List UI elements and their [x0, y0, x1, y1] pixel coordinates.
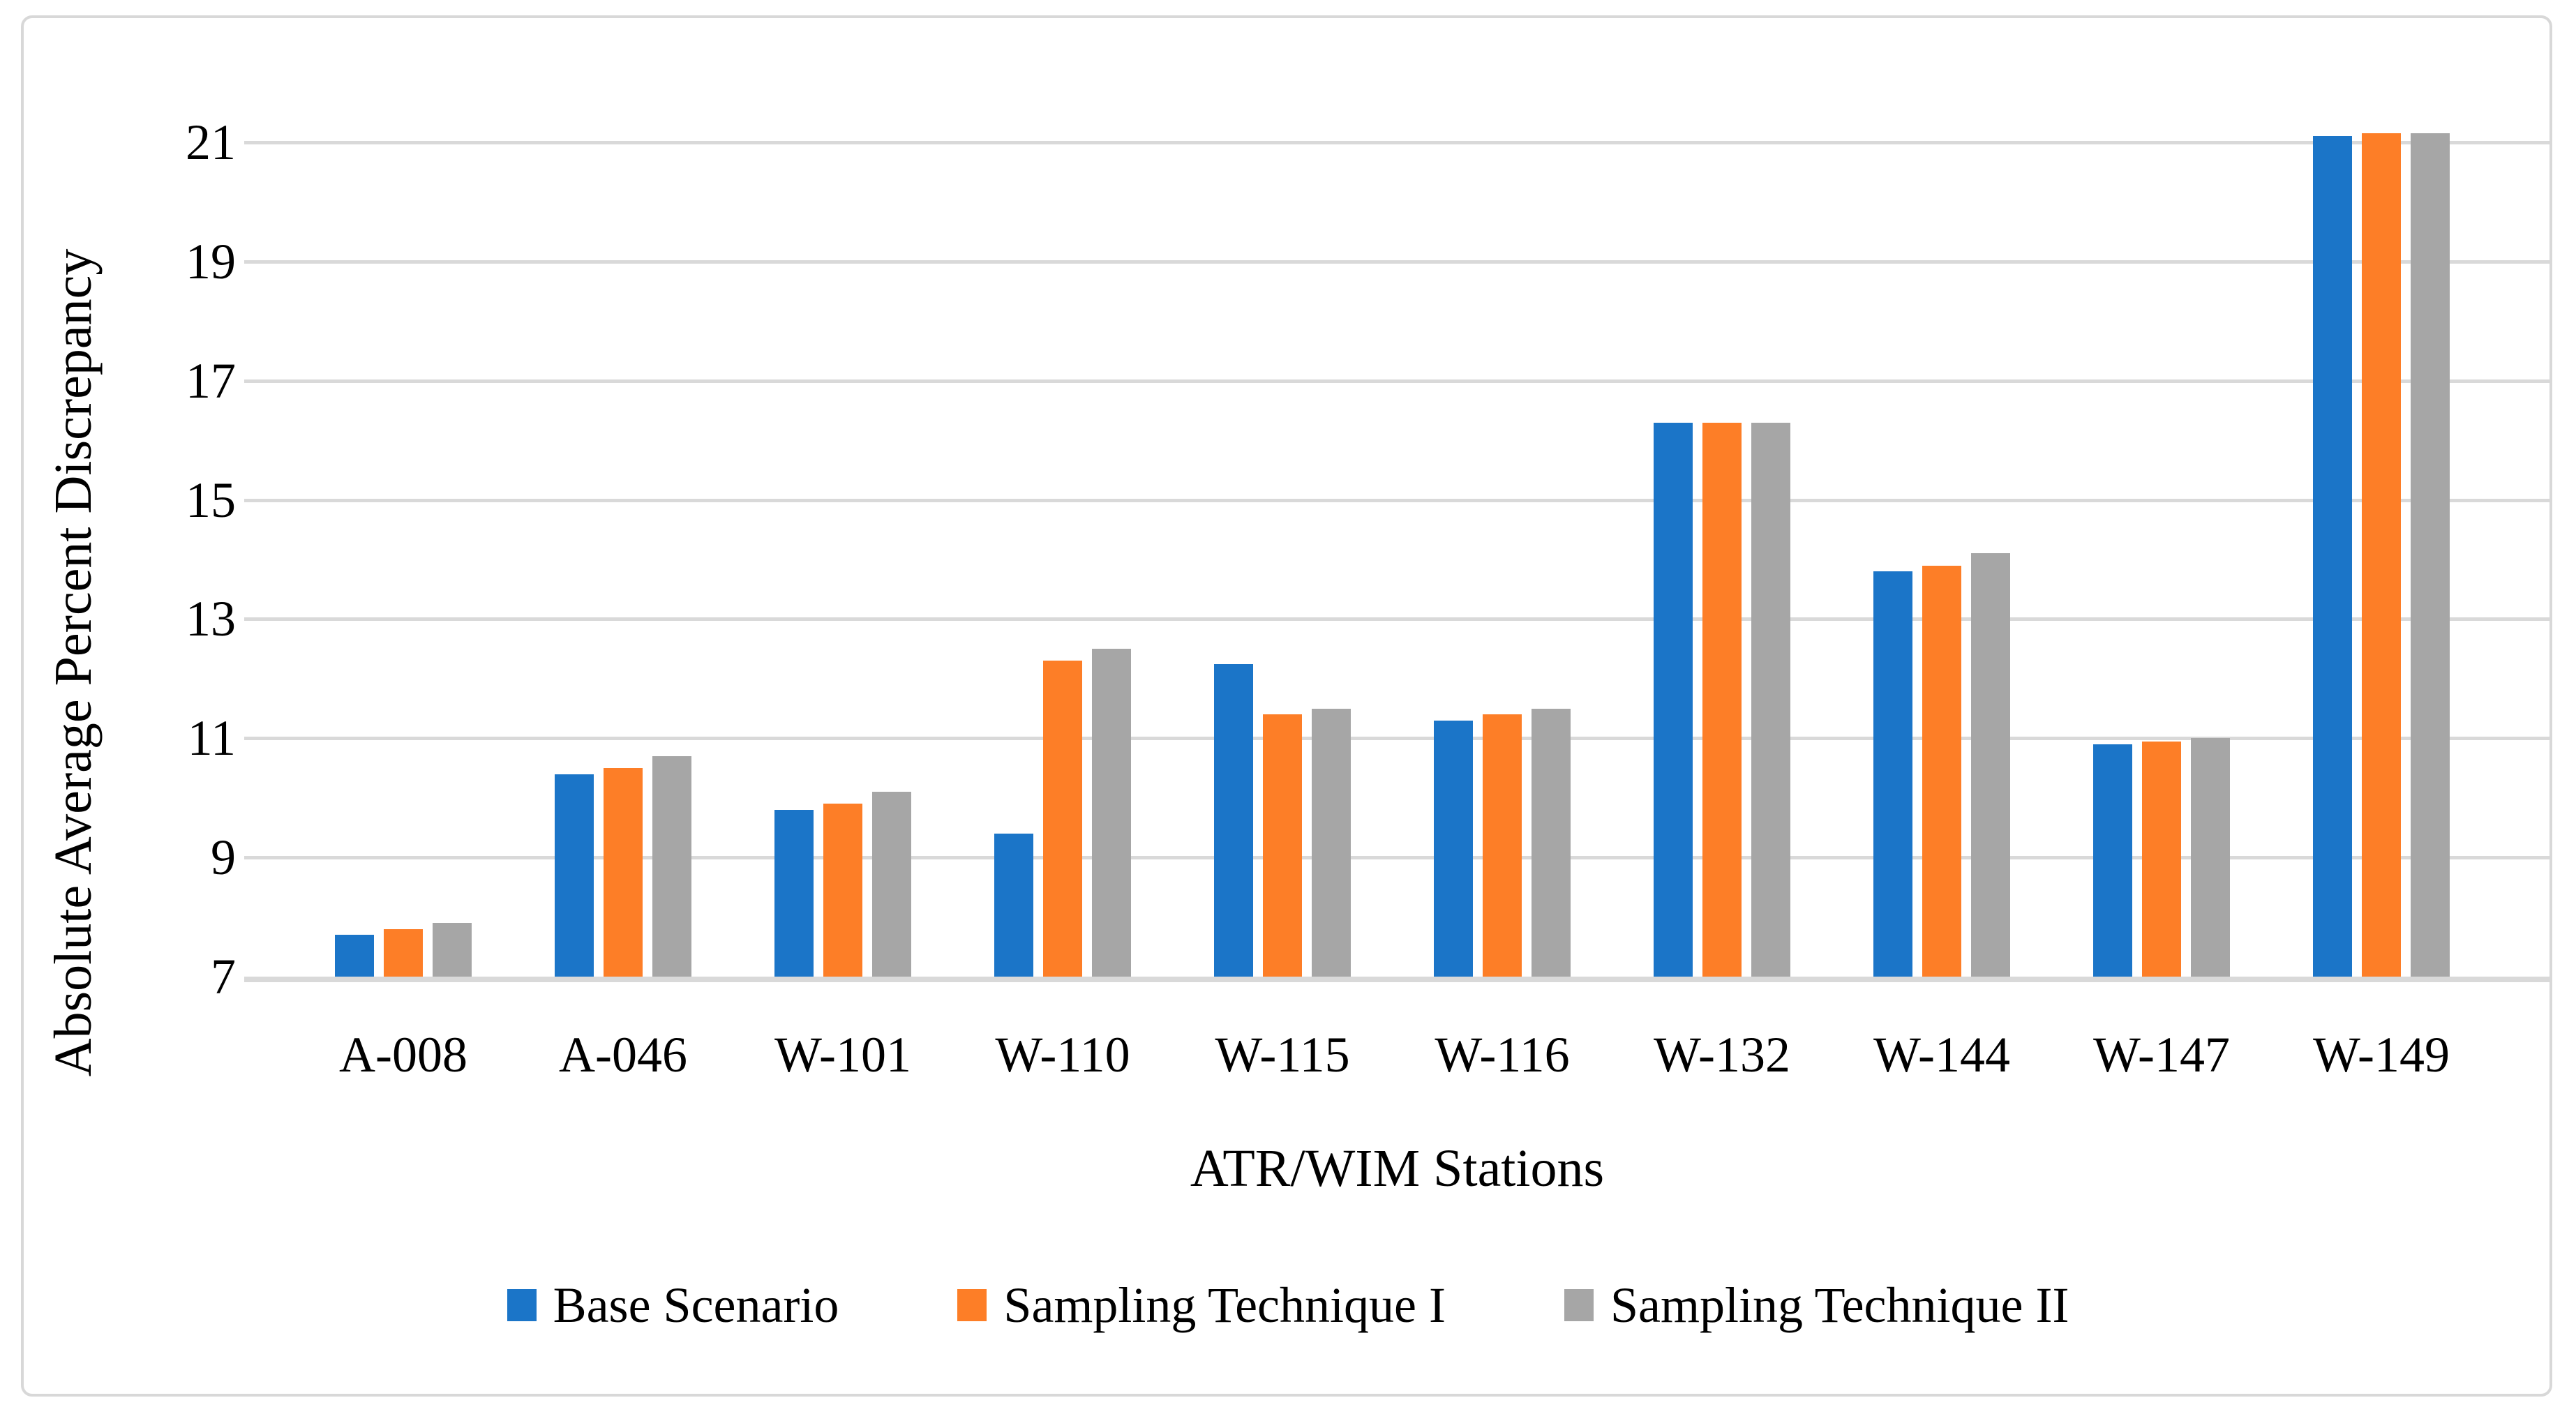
bar-w-110-series-1 — [1043, 661, 1082, 977]
x-tick-label: W-132 — [1654, 1027, 1790, 1083]
y-tick-label: 11 — [187, 710, 236, 767]
legend: Base Scenario Sampling Technique I Sampl… — [0, 1275, 2576, 1335]
bar-w-116-series-0 — [1434, 720, 1473, 977]
bar-w-101-series-2 — [872, 792, 911, 977]
y-tick-label: 21 — [186, 114, 236, 170]
x-tick-label: W-116 — [1435, 1027, 1570, 1083]
bar-w-101-series-1 — [823, 804, 862, 977]
legend-item-base-scenario: Base Scenario — [507, 1275, 839, 1335]
bar-w-147-series-0 — [2093, 744, 2132, 977]
bar-w-144-series-2 — [1971, 553, 2010, 977]
gridline — [244, 141, 2550, 144]
x-tick-label: W-147 — [2093, 1027, 2230, 1083]
x-tick-label: A-046 — [559, 1027, 687, 1083]
bar-a-008-series-1 — [384, 928, 423, 977]
bar-a-046-series-1 — [604, 768, 643, 977]
y-tick-label: 15 — [186, 472, 236, 528]
x-tick-label: W-115 — [1215, 1027, 1350, 1083]
bar-w-110-series-0 — [994, 833, 1033, 977]
bar-w-149-series-0 — [2313, 136, 2352, 977]
legend-label: Base Scenario — [553, 1277, 839, 1333]
figure-border — [21, 15, 2552, 1397]
bar-w-115-series-1 — [1263, 714, 1302, 977]
bar-w-132-series-2 — [1751, 422, 1790, 977]
gridline — [244, 856, 2550, 860]
legend-item-sampling-technique-2: Sampling Technique II — [1564, 1275, 2069, 1335]
bar-w-132-series-0 — [1654, 422, 1693, 977]
x-axis-line — [244, 977, 2550, 982]
bar-w-110-series-2 — [1092, 649, 1131, 977]
bar-w-147-series-1 — [2142, 741, 2181, 977]
bar-w-115-series-0 — [1214, 663, 1253, 977]
bar-a-046-series-2 — [652, 755, 691, 977]
x-axis-title: ATR/WIM Stations — [1190, 1139, 1605, 1198]
gridline — [244, 498, 2550, 502]
gridline — [244, 617, 2550, 622]
legend-swatch-orange-icon — [957, 1289, 987, 1321]
bar-w-116-series-2 — [1532, 708, 1571, 977]
legend-label: Sampling Technique II — [1610, 1277, 2069, 1333]
bar-w-132-series-1 — [1702, 422, 1742, 977]
x-tick-label: W-149 — [2313, 1027, 2450, 1083]
y-tick-label: 9 — [211, 829, 236, 886]
legend-item-sampling-technique-1: Sampling Technique I — [957, 1275, 1446, 1335]
x-tick-label: W-110 — [995, 1027, 1130, 1083]
legend-label: Sampling Technique I — [1003, 1277, 1446, 1333]
x-tick-label: W-101 — [774, 1027, 911, 1083]
legend-swatch-blue-icon — [507, 1289, 537, 1321]
gridline — [244, 737, 2550, 741]
bar-w-144-series-0 — [1873, 571, 1912, 977]
legend-swatch-gray-icon — [1564, 1289, 1594, 1321]
gridline — [244, 379, 2550, 383]
gridline — [244, 260, 2550, 264]
x-tick-label: W-144 — [1873, 1027, 2010, 1083]
y-tick-label: 19 — [186, 233, 236, 289]
bar-w-144-series-1 — [1922, 565, 1961, 977]
y-tick-label: 13 — [186, 591, 236, 647]
bar-w-115-series-2 — [1312, 708, 1351, 977]
bar-w-147-series-2 — [2191, 738, 2230, 977]
bar-a-008-series-2 — [433, 923, 472, 977]
bar-a-008-series-0 — [335, 935, 374, 977]
bar-w-149-series-2 — [2411, 133, 2450, 977]
bar-w-116-series-1 — [1483, 714, 1522, 977]
bar-a-046-series-0 — [555, 774, 594, 977]
x-tick-label: A-008 — [339, 1027, 467, 1083]
y-tick-label: 17 — [186, 352, 236, 409]
y-tick-label: 7 — [211, 949, 236, 1005]
bar-w-101-series-0 — [774, 809, 814, 977]
bar-w-149-series-1 — [2362, 133, 2401, 977]
